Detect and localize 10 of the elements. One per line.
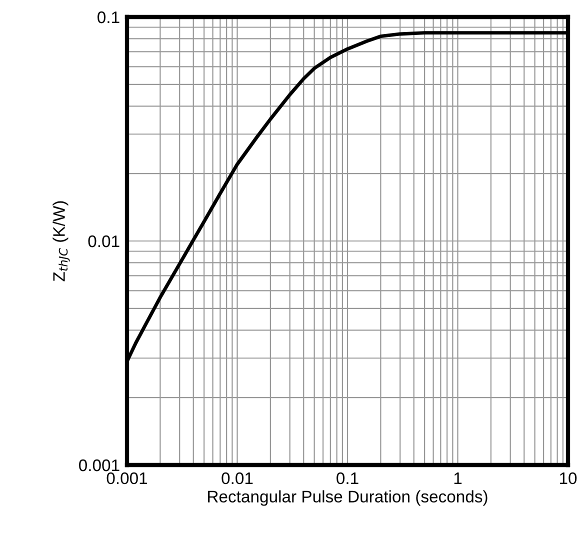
y-tick-label: 0.001	[79, 459, 120, 472]
x-tick-label: 10	[560, 472, 577, 484]
x-tick-label: 0.01	[222, 472, 253, 484]
x-tick-label: 0.001	[106, 472, 148, 484]
y-tick-label: 0.1	[98, 11, 120, 24]
y-tick-label: 0.01	[88, 235, 120, 248]
x-axis-title: Rectangular Pulse Duration (seconds)	[208, 490, 488, 506]
x-tick-label: 0.1	[336, 472, 358, 484]
x-tick-label: 1	[454, 472, 462, 484]
y-axis-title: Z$_{thJC}$ (K/W)	[52, 201, 70, 282]
